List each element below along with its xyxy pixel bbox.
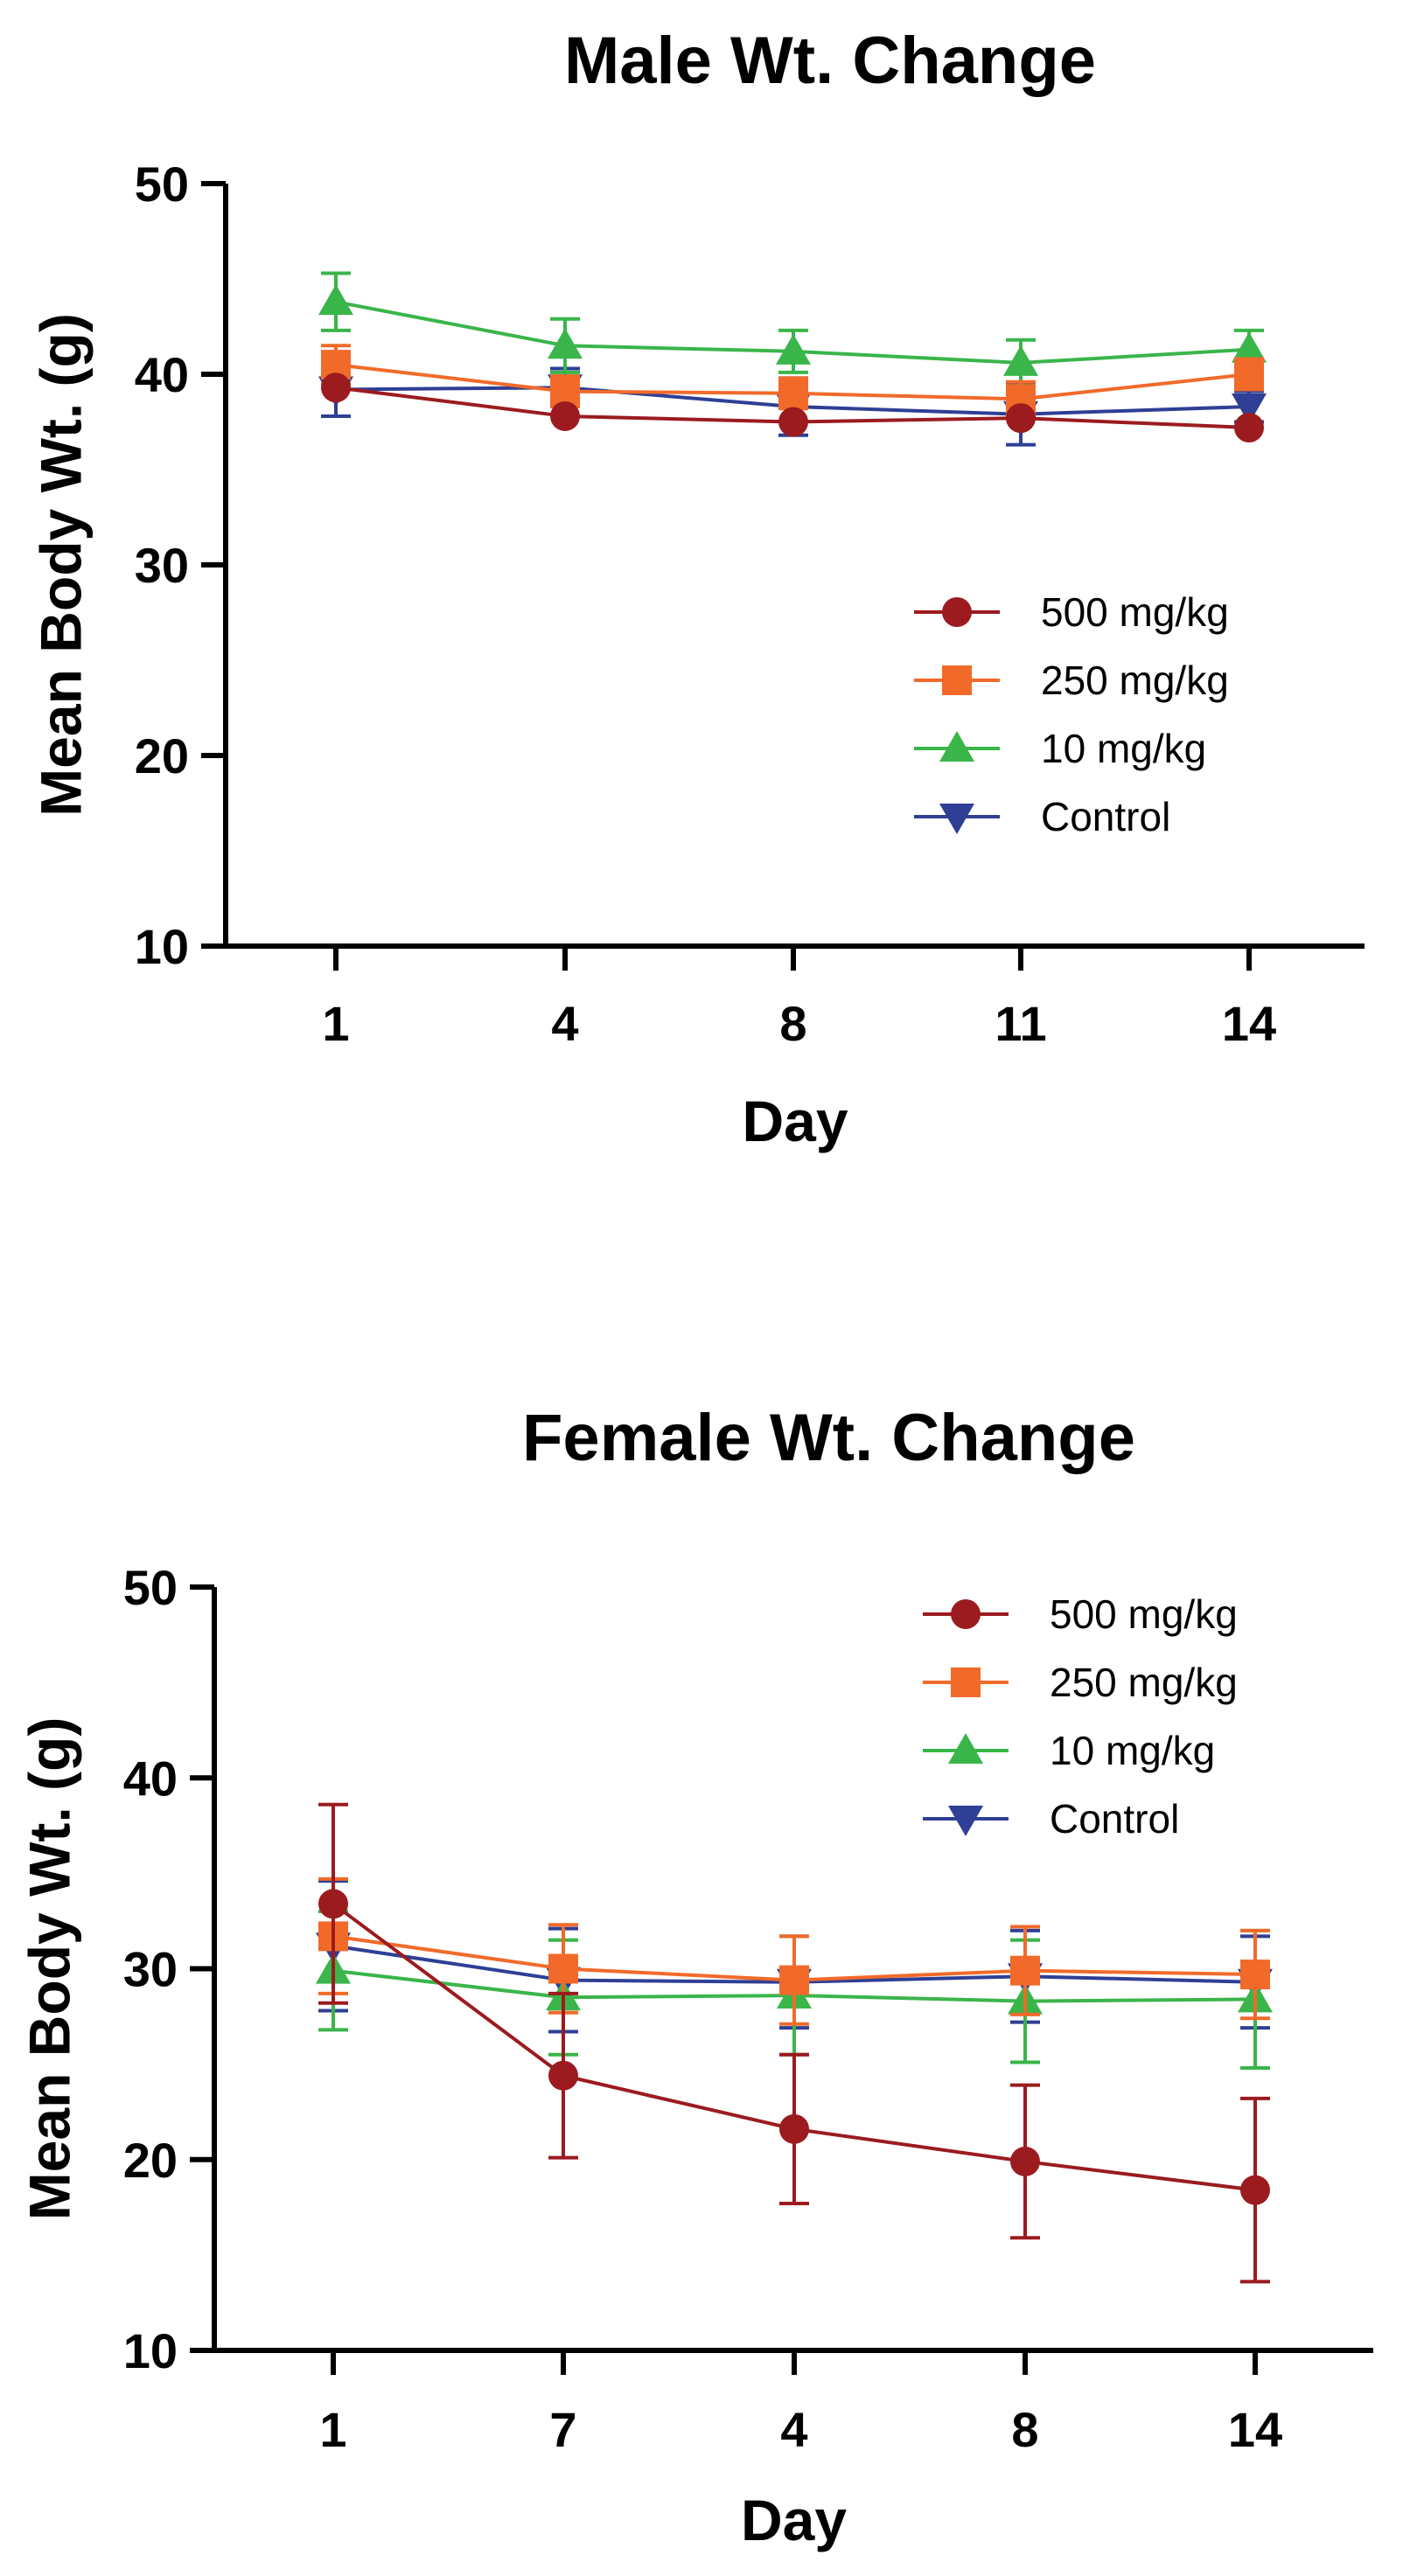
male-legend-entry-10-mg-kg-label: 10 mg/kg: [1041, 726, 1206, 771]
male-y-axis-label: Mean Body Wt. (g): [28, 313, 93, 817]
male-x-tick-label-2: 4: [551, 996, 578, 1051]
male-legend-entry-500-mg-kg: 500 mg/kg: [914, 589, 1229, 635]
male-y-tick-label-30: 30: [135, 538, 189, 593]
female-y-axis-label: Mean Body Wt. (g): [17, 1717, 81, 2221]
male-x-tick-label-1: 1: [322, 996, 349, 1051]
female-series-500-mg-kg-point-4: [1010, 2146, 1040, 2176]
male-weight-chart: Male Wt. Change 10 20 30 40 50 1 4 8 11 14 Day Mean …: [0, 0, 1403, 1259]
male-x-axis-label: Day: [742, 1089, 848, 1153]
male-y-tick-label-20: 20: [135, 728, 189, 783]
male-series-250-mg-kg-point-3: [778, 378, 808, 408]
male-series-10-mg-kg-point-2: [548, 328, 583, 359]
male-series-500-mg-kg-point-4: [1006, 403, 1036, 434]
female-series-500-mg-kg: [318, 1802, 1270, 2284]
male-series-10-mg-kg: [318, 271, 1267, 388]
female-x-tick-label-2: 7: [549, 2402, 576, 2457]
male-series-250-mg-kg: [321, 344, 1264, 418]
female-legend-entry-control: Control: [923, 1796, 1179, 1841]
male-series-250-mg-kg-point-5: [1234, 359, 1264, 389]
female-x-tick-label-5: 14: [1228, 2402, 1282, 2457]
male-legend-entry-10-mg-kg: 10 mg/kg: [914, 726, 1206, 771]
female-series-250-mg-kg-point-5: [1240, 1960, 1270, 1990]
male-x-tick-label-5: 14: [1222, 996, 1276, 1051]
female-y-tick-label-40: 40: [123, 1751, 178, 1806]
male-legend-entry-control-label: Control: [1041, 794, 1170, 839]
female-weight-chart: Female Wt. Change 10 20 30 40 50 1 7 4 8 14 Day Mean…: [0, 1364, 1403, 2572]
female-legend-entry-250-mg-kg-label: 250 mg/kg: [1050, 1660, 1238, 1705]
male-y-tick-label-40: 40: [135, 347, 189, 402]
female-series-250-mg-kg-point-2: [548, 1953, 578, 1984]
male-series-10-mg-kg-point-5: [1232, 331, 1267, 363]
female-y-tick-label-10: 10: [123, 2323, 178, 2378]
female-legend-entry-250-mg-kg: 250 mg/kg: [923, 1660, 1238, 1705]
female-legend: 500 mg/kg 250 mg/kg 10 mg/kg Control: [923, 1591, 1238, 1841]
male-legend-entry-control-marker: [939, 804, 974, 834]
male-series-500-mg-kg-point-3: [778, 407, 808, 437]
male-legend-entry-control: Control: [914, 794, 1170, 839]
male-legend-entry-500-mg-kg-marker: [942, 597, 972, 627]
female-legend-entry-500-mg-kg: 500 mg/kg: [923, 1591, 1238, 1637]
male-legend-entry-10-mg-kg-marker: [939, 731, 974, 762]
male-x-tick-label-3: 8: [779, 996, 806, 1051]
female-legend-entry-250-mg-kg-marker: [951, 1667, 981, 1697]
female-x-tick-label-4: 8: [1011, 2402, 1038, 2457]
female-legend-entry-500-mg-kg-marker: [951, 1599, 981, 1629]
female-chart-svg: Female Wt. Change 10 20 30 40 50 1 7 4 8 14 Day Mean…: [17, 1401, 1373, 2552]
male-legend-entry-250-mg-kg-label: 250 mg/kg: [1041, 658, 1229, 703]
female-x-axis-label: Day: [741, 2488, 847, 2552]
female-series-250-mg-kg: [318, 1876, 1270, 2026]
male-legend-entry-250-mg-kg-marker: [942, 665, 972, 695]
male-chart-title: Male Wt. Change: [564, 24, 1096, 98]
male-series-500-mg-kg-point-1: [321, 372, 351, 403]
male-series-500-mg-kg-point-5: [1234, 413, 1264, 443]
female-legend-entry-500-mg-kg-label: 500 mg/kg: [1050, 1591, 1238, 1637]
male-series-10-mg-kg-point-4: [1003, 345, 1038, 376]
female-y-tick-label-50: 50: [123, 1560, 178, 1615]
female-chart-title: Female Wt. Change: [522, 1401, 1135, 1475]
male-legend-entry-500-mg-kg-label: 500 mg/kg: [1041, 589, 1229, 635]
male-legend: 500 mg/kg 250 mg/kg 10 mg/kg Control: [914, 589, 1229, 839]
female-series-250-mg-kg-point-3: [779, 1965, 809, 1995]
male-series-250-mg-kg-point-2: [550, 376, 580, 407]
female-x-tick-label-1: 1: [319, 2402, 346, 2457]
female-y-tick-label-20: 20: [123, 2133, 178, 2188]
male-series-control-point-5: [1232, 393, 1267, 425]
male-x-tick-label-4: 11: [995, 996, 1046, 1051]
female-series-500-mg-kg-point-3: [779, 2113, 809, 2144]
male-series-10-mg-kg-point-3: [776, 333, 811, 365]
male-legend-entry-250-mg-kg: 250 mg/kg: [914, 658, 1229, 703]
female-legend-entry-10-mg-kg: 10 mg/kg: [923, 1728, 1215, 1773]
female-series-500-mg-kg-point-2: [548, 2060, 578, 2091]
male-y-tick-label-10: 10: [135, 919, 189, 974]
female-legend-entry-10-mg-kg-marker: [948, 1733, 983, 1764]
female-x-tick-label-3: 4: [780, 2402, 807, 2457]
female-legend-entry-10-mg-kg-label: 10 mg/kg: [1050, 1728, 1215, 1773]
male-series-500-mg-kg: [321, 372, 1264, 443]
female-series-500-mg-kg-point-5: [1240, 2175, 1270, 2205]
male-series-10-mg-kg-point-1: [318, 284, 353, 316]
male-y-tick-label-50: 50: [135, 157, 189, 212]
female-legend-entry-control-marker: [948, 1806, 983, 1836]
female-series-500-mg-kg-point-1: [318, 1889, 348, 1919]
male-series-500-mg-kg-point-2: [550, 400, 580, 431]
female-legend-entry-control-label: Control: [1050, 1796, 1179, 1841]
female-series-250-mg-kg-point-4: [1010, 1955, 1040, 1986]
female-y-tick-label-30: 30: [123, 1942, 178, 1997]
